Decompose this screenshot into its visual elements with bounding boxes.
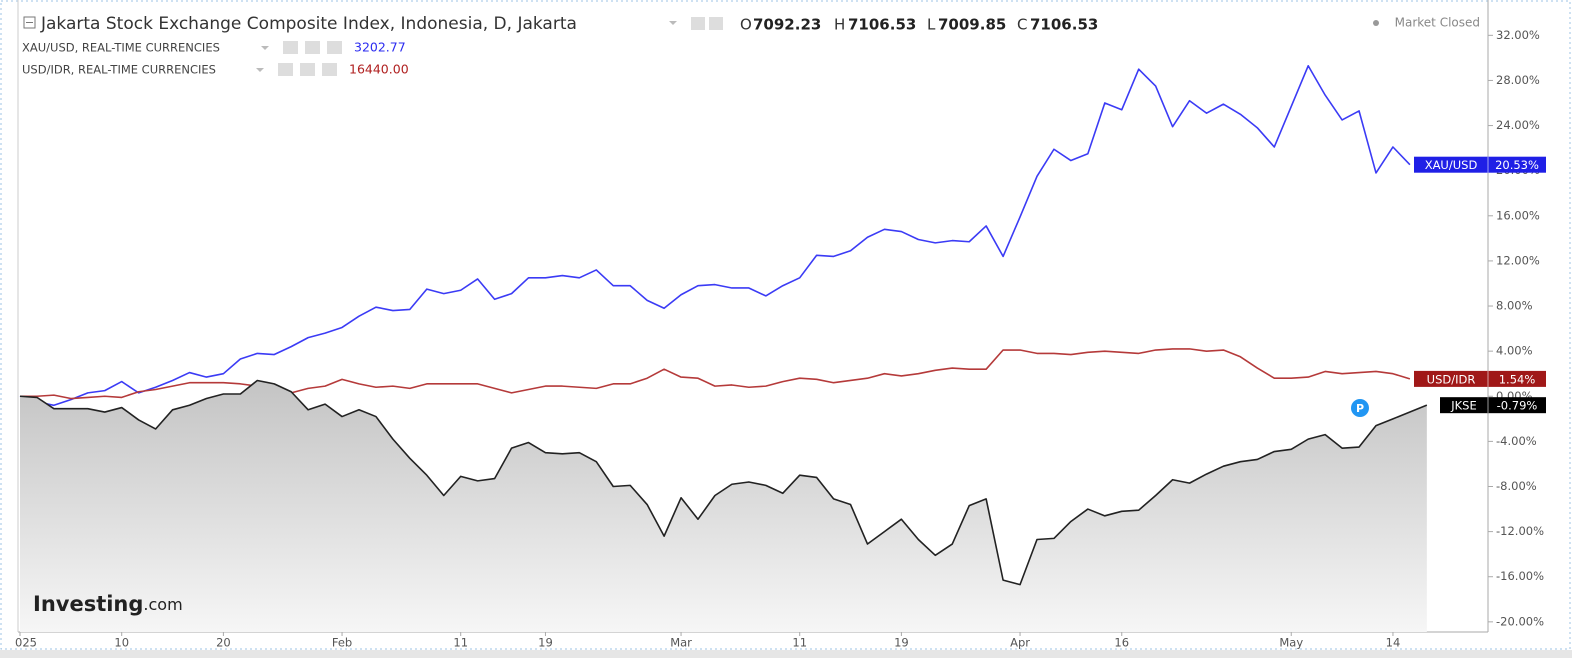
ohlc-value: 7106.53: [848, 16, 916, 34]
x-tick-label: Feb: [332, 636, 352, 650]
dropdown-arrow: [256, 68, 264, 72]
value-tag-value: 1.54%: [1499, 372, 1536, 386]
y-tick-label: 12.00%: [1496, 253, 1540, 267]
chart-title: Jakarta Stock Exchange Composite Index, …: [40, 14, 577, 34]
icon-box: [691, 17, 705, 30]
x-tick-label: Apr: [1010, 636, 1030, 650]
icon-box: [305, 41, 320, 54]
y-tick-label: 24.00%: [1496, 118, 1540, 132]
y-tick-label: -20.00%: [1496, 614, 1544, 628]
x-tick-label: May: [1279, 636, 1303, 650]
line: [19, 379, 1428, 586]
icon-box: [327, 41, 342, 54]
value-tag: [1440, 397, 1546, 414]
ohlc-value: 7092.23: [753, 16, 821, 34]
dropdown-arrow: [261, 46, 269, 50]
x-tick-label: 19: [894, 636, 909, 650]
value-tag-name: JKSE: [1450, 399, 1477, 413]
event-marker-label: P: [1356, 402, 1364, 415]
ohlc-label: O: [740, 16, 752, 34]
bottom-strip: [0, 650, 1572, 658]
logo-main: Investing: [33, 592, 143, 616]
value-tag-name: USD/IDR: [1427, 372, 1476, 386]
logo: Investing.com: [33, 592, 183, 616]
x-tick-label: 16: [1114, 636, 1129, 650]
market-status: Market Closed: [1395, 16, 1480, 30]
ohlc-label: H: [834, 16, 845, 34]
ohlc-value: 7009.85: [938, 16, 1006, 34]
collapse-icon: [23, 16, 36, 29]
ohlc-value: 7106.53: [1030, 16, 1098, 34]
x-tick-label: 19: [538, 636, 553, 650]
icon-box: [322, 63, 337, 76]
ohlc-label: C: [1017, 16, 1027, 34]
y-tick-label: -12.00%: [1496, 524, 1544, 538]
y-tick-label: 16.00%: [1496, 208, 1540, 222]
y-tick-label: 8.00%: [1496, 299, 1533, 313]
line: [19, 64, 1411, 407]
y-tick-label: 28.00%: [1496, 73, 1540, 87]
x-tick-label: 11: [792, 636, 807, 650]
value-tag-name: XAU/USD: [1425, 158, 1478, 172]
icon-box: [283, 41, 298, 54]
legend-entry: XAU/USD, REAL-TIME CURRENCIES: [22, 41, 220, 55]
x-tick-label: 11: [453, 636, 468, 650]
dropdown-arrow: [669, 21, 677, 25]
x-tick-label: 025: [15, 636, 37, 650]
status-dot: [1373, 20, 1379, 26]
icon-box: [300, 63, 315, 76]
y-tick-label: 4.00%: [1496, 344, 1533, 358]
icon-box: [709, 17, 723, 30]
y-tick-label: 32.00%: [1496, 28, 1540, 42]
legend-quote: 16440.00: [349, 62, 409, 77]
y-tick-label: -4.00%: [1496, 434, 1537, 448]
area: [20, 380, 1427, 632]
y-tick-label: -16.00%: [1496, 569, 1544, 583]
y-tick-label: -8.00%: [1496, 479, 1537, 493]
x-tick-label: Mar: [670, 636, 692, 650]
event-marker[interactable]: [1351, 399, 1369, 417]
plot: 32.00%28.00%24.00%20.00%16.00%12.00%8.00…: [15, 0, 1544, 650]
logo-suffix: .com: [143, 595, 182, 614]
icon-box: [278, 63, 293, 76]
value-tag: [1414, 156, 1546, 173]
value-tag-value: 20.53%: [1495, 158, 1539, 172]
x-tick-label: 20: [216, 636, 231, 650]
ohlc-label: L: [927, 16, 936, 34]
value-tag-value: -0.79%: [1497, 399, 1538, 413]
value-tag: [1414, 370, 1546, 387]
legend-entry: USD/IDR, REAL-TIME CURRENCIES: [22, 63, 216, 77]
x-tick-label: 14: [1386, 636, 1401, 650]
x-tick-label: 10: [114, 636, 129, 650]
legend-quote: 3202.77: [354, 40, 406, 55]
